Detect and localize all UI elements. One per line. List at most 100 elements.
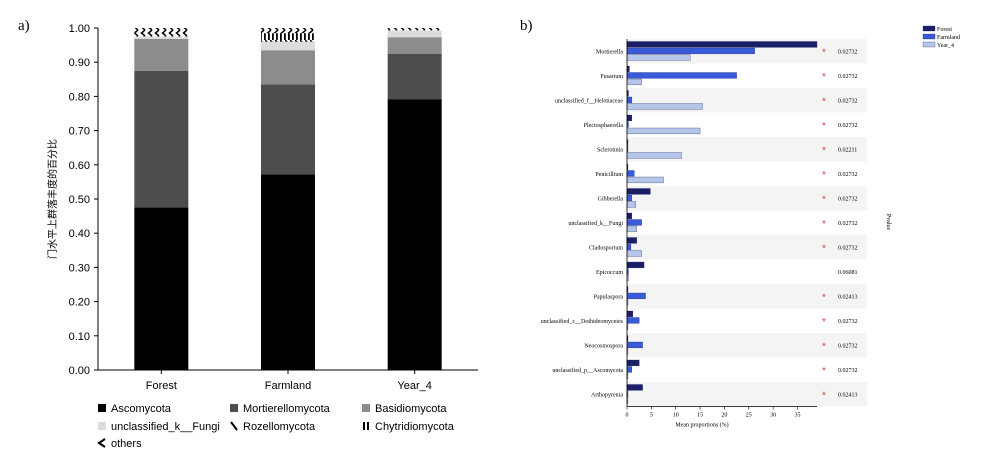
bar-plectosphaerella-forest bbox=[626, 114, 633, 122]
p-value-label: 0.02732 bbox=[838, 245, 858, 251]
p-value-label: 0.02732 bbox=[838, 74, 858, 80]
y-tick-label: 0.00 bbox=[69, 365, 90, 377]
y-tick-label: 0.90 bbox=[69, 57, 90, 69]
y-tick-label: 0.40 bbox=[69, 228, 90, 240]
bar-segment-forest-others bbox=[134, 28, 189, 37]
bar-segment-year-4-others bbox=[387, 28, 442, 31]
stacked-bar-legend: Ascomycota Mortierellomycota Basidiomycota… bbox=[97, 403, 455, 450]
x-tick-label: 30 bbox=[770, 413, 776, 419]
legend-item-unclassified-k-fungi: unclassified_k__Fungi bbox=[98, 421, 220, 433]
legend-label: Mortierellomycota bbox=[243, 403, 331, 415]
x-tick-label: Year_4 bbox=[397, 380, 431, 392]
row-band bbox=[627, 235, 867, 260]
bar-segment-year-4-unclassified-k-fungi bbox=[387, 30, 442, 38]
stacked-bar-chart: 0.00 0.10 0.20 0.30 0.40 0.50 0.60 0.70 0.80 0.90… bbox=[46, 23, 478, 392]
y-tick-label: 0.70 bbox=[69, 126, 90, 138]
bar-gibberella-farmland bbox=[626, 194, 633, 202]
x-tick-label: Farmland bbox=[265, 380, 311, 392]
p-value-label: 0.02413 bbox=[838, 392, 858, 398]
bar-unclassified-f-helotiaceae-year-4 bbox=[626, 103, 703, 110]
horizontal-bar-chart: Mortierella * 0.02732 Fusarium * 0.02732 uncla… bbox=[541, 39, 891, 429]
row-band bbox=[627, 186, 867, 211]
bar-neocosmospora-farmland bbox=[626, 341, 643, 349]
legend-label: Ascomycota bbox=[111, 403, 172, 415]
category-label: Penicillium bbox=[595, 172, 623, 178]
bar-unclassified-c-dothideomycetes-forest bbox=[626, 310, 633, 318]
legend-item-rozellomycota: Rozellomycota bbox=[230, 421, 316, 433]
bar-unclassified-c-dothideomycetes-farmland bbox=[626, 317, 640, 324]
legend-swatch bbox=[230, 421, 238, 431]
significance-star: * bbox=[822, 47, 826, 58]
bar-segment-farmland-others bbox=[261, 28, 315, 34]
bar-penicillium-farmland bbox=[626, 170, 635, 177]
category-label: unclassified_p__Ascomycota bbox=[552, 367, 623, 374]
legend-swatch bbox=[98, 404, 106, 412]
legend-label: others bbox=[111, 438, 142, 450]
bar-mortierella-farmland bbox=[626, 47, 755, 55]
bar-epicoccum-forest bbox=[626, 261, 645, 269]
legend-label: Rozellomycota bbox=[243, 421, 316, 433]
category-label: Fusarium bbox=[600, 74, 623, 80]
category-label: unclassified_k__Fungi bbox=[568, 220, 623, 227]
p-value-label: 0.02732 bbox=[838, 343, 858, 349]
y-axis-label: 门水平上群落丰度的百分比 bbox=[46, 139, 59, 259]
bar-unclassified-k-fungi-year-4 bbox=[626, 225, 637, 233]
p-value-label: 0.02732 bbox=[838, 368, 858, 374]
y-tick-label: 0.60 bbox=[69, 160, 90, 172]
legend-label: Farmland bbox=[937, 35, 960, 41]
bar-gibberella-forest bbox=[626, 188, 651, 195]
x-tick-label: 5 bbox=[650, 413, 653, 419]
category-label: Mortierella bbox=[596, 49, 623, 55]
row-band bbox=[627, 284, 867, 309]
panel-b-label: b) bbox=[520, 18, 533, 34]
legend-item-others: others bbox=[97, 438, 142, 450]
bar-unclassified-p-ascomycota-forest bbox=[626, 359, 640, 367]
p-value-label: 0.02211 bbox=[838, 147, 857, 153]
significance-star: * bbox=[822, 145, 826, 156]
p-value-label: 0.02732 bbox=[838, 319, 858, 325]
bar-penicillium-year-4 bbox=[626, 176, 664, 184]
bar-segment-year-4-ascomycota bbox=[387, 99, 442, 371]
legend-label: Basidiomycota bbox=[375, 403, 447, 415]
x-tick-label: 20 bbox=[721, 413, 727, 419]
legend-swatch bbox=[97, 438, 106, 448]
p-value-label: 0.02732 bbox=[838, 49, 858, 55]
bar-sclerotinia-year-4 bbox=[626, 152, 682, 159]
bar-plectosphaerella-year-4 bbox=[626, 127, 701, 135]
legend-label: Chytridiomycota bbox=[375, 421, 455, 433]
bar-cladosporium-farmland bbox=[626, 243, 632, 251]
bar-unclassified-k-fungi-forest bbox=[626, 212, 633, 220]
legend-swatch bbox=[230, 404, 238, 412]
y-tick-label: 0.20 bbox=[69, 297, 90, 309]
panel-a-label: a) bbox=[18, 18, 30, 34]
x-axis-label: Mean proportions (%) bbox=[675, 422, 728, 429]
x-tick-label: Forest bbox=[146, 380, 177, 392]
category-label: Arthopyrenia bbox=[591, 392, 623, 398]
significance-star: * bbox=[822, 390, 826, 401]
x-tick-label: 10 bbox=[673, 413, 679, 419]
legend-item-farmland: Farmland bbox=[922, 33, 960, 41]
bar-cladosporium-year-4 bbox=[626, 250, 642, 257]
bar-segment-forest-mortierellomycota bbox=[134, 70, 189, 208]
legend-item-chytridiomycota: Chytridiomycota bbox=[363, 421, 455, 433]
bar-mortierella-forest bbox=[626, 41, 818, 48]
category-label: Neocosmospora bbox=[584, 343, 623, 349]
bar-segment-farmland-chytridiomycota bbox=[261, 33, 315, 40]
bar-unclassified-p-ascomycota-farmland bbox=[626, 366, 633, 373]
legend-swatch bbox=[922, 41, 936, 48]
category-label: Papulaspora bbox=[594, 294, 624, 300]
legend-item-ascomycota: Ascomycota bbox=[98, 403, 172, 415]
y-tick-label: 0.50 bbox=[69, 194, 90, 206]
x-tick-label: 35 bbox=[795, 413, 801, 419]
bar-segment-year-4-basidiomycota bbox=[387, 37, 442, 54]
bar-arthopyrenia-forest bbox=[626, 384, 643, 391]
bar-cladosporium-forest bbox=[626, 237, 637, 244]
p-value-label: 0.02732 bbox=[838, 123, 858, 129]
row-band bbox=[627, 382, 867, 407]
legend-swatch bbox=[922, 25, 936, 32]
x-tick-label: 0 bbox=[626, 413, 629, 419]
bar-segment-forest-unclassified-k-fungi bbox=[134, 36, 189, 39]
p-value-label: 0.02732 bbox=[838, 98, 858, 104]
legend-label: unclassified_k__Fungi bbox=[111, 421, 220, 433]
